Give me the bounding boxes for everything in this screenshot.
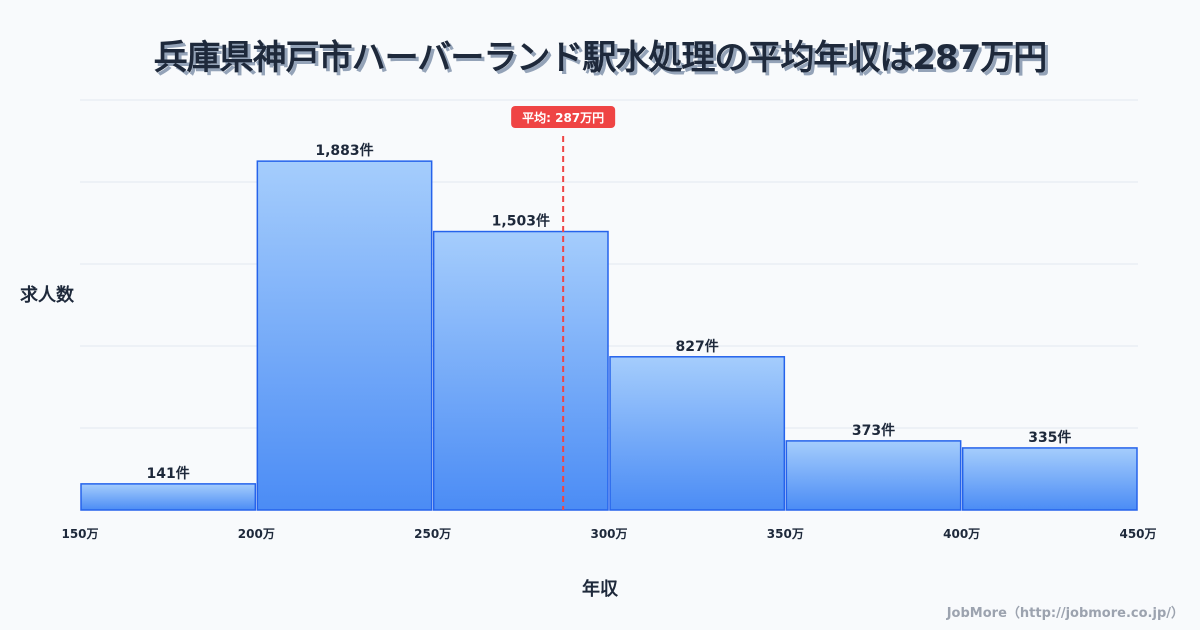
y-axis-label: 求人数 xyxy=(20,285,74,306)
x-tick-label: 150万 xyxy=(61,527,98,541)
x-tick-label: 350万 xyxy=(767,527,804,541)
chart-title: 兵庫県神戸市ハーバーランド駅水処理の平均年収は287万円 xyxy=(153,38,1048,78)
histogram-bar xyxy=(432,230,609,511)
bar-value-label: 373件 xyxy=(852,422,895,439)
x-tick-label: 300万 xyxy=(590,527,627,541)
bar-value-label: 335件 xyxy=(1028,429,1071,446)
mean-label: 平均: 287万円 xyxy=(522,110,604,125)
x-axis-label: 年収 xyxy=(582,579,618,600)
bar-value-label: 141件 xyxy=(147,465,190,482)
mean-badge xyxy=(511,106,616,128)
bar-value-label: 1,883件 xyxy=(315,142,373,159)
credit-text: JobMore（http://jobmore.co.jp/） xyxy=(946,606,1184,621)
histogram-bar xyxy=(961,447,1138,511)
x-tick-label: 450万 xyxy=(1119,527,1156,541)
x-tick-label: 400万 xyxy=(943,527,980,541)
x-tick-label: 200万 xyxy=(238,527,275,541)
histogram-bar xyxy=(609,356,786,511)
x-tick-label: 250万 xyxy=(414,527,451,541)
histogram-bar xyxy=(785,440,962,511)
bar-value-label: 1,503件 xyxy=(492,213,550,230)
histogram-bar xyxy=(80,483,257,511)
bar-value-label: 827件 xyxy=(676,338,719,355)
histogram-bar xyxy=(256,160,433,511)
